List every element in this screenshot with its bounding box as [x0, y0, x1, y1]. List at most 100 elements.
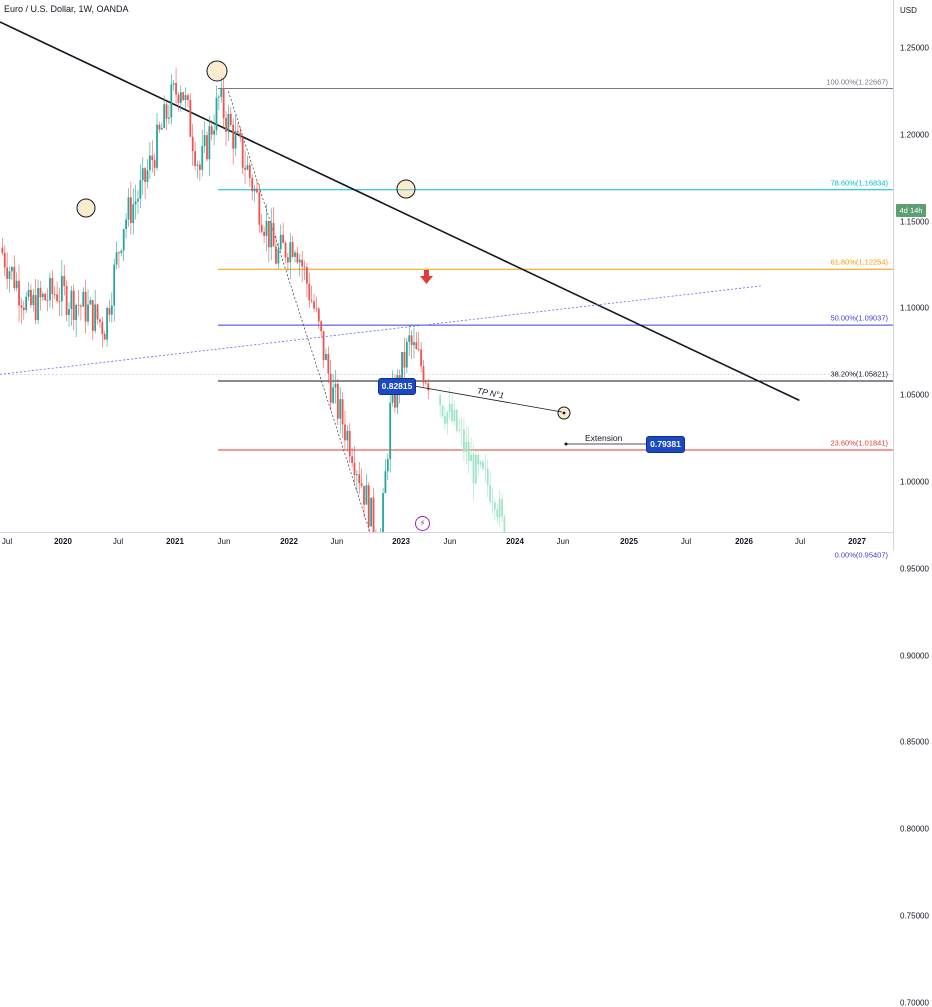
candle [110, 305, 113, 315]
candle [472, 454, 475, 484]
candle [125, 219, 127, 230]
candle [493, 502, 496, 510]
candle [44, 293, 47, 301]
candle [310, 300, 313, 302]
candle [172, 83, 175, 85]
time-tick: Jul [1, 537, 13, 546]
candle [410, 335, 413, 346]
candle [239, 132, 242, 138]
candle [270, 222, 273, 248]
candle [137, 198, 139, 202]
candle [444, 416, 446, 424]
candle [403, 351, 406, 368]
candle [260, 224, 263, 232]
candle [382, 493, 384, 532]
candle [213, 130, 216, 135]
time-tick: Jun [217, 537, 231, 546]
price-tick: 1.20000 [900, 130, 929, 140]
candle [348, 430, 351, 457]
price-tick: 1.10000 [900, 303, 929, 313]
candle [196, 164, 199, 166]
candle [351, 456, 354, 463]
candle [408, 335, 411, 342]
candle [18, 280, 20, 306]
candle [248, 165, 251, 179]
candle [325, 354, 327, 361]
candle [56, 294, 58, 302]
time-tick: Jul [794, 537, 806, 546]
time-tick: Jul [112, 537, 124, 546]
candles-layer [1, 67, 430, 532]
candle [501, 499, 503, 517]
tp-connector [413, 385, 563, 413]
time-tick: 2021 [166, 537, 184, 546]
extension-dot [564, 442, 568, 446]
candle [6, 267, 9, 279]
candle [484, 468, 487, 470]
candle [22, 307, 25, 311]
candle [127, 197, 130, 220]
candle [315, 308, 318, 310]
fib-level-label: 23.60%(1.01841) [830, 438, 888, 448]
candle [106, 308, 108, 340]
candle [72, 290, 75, 320]
candle [367, 485, 370, 527]
extension-price-box[interactable]: 0.79381 [646, 436, 685, 453]
candle [301, 259, 304, 267]
candle [427, 383, 430, 391]
price-tick: 1.15000 [900, 217, 929, 227]
candle [322, 331, 325, 361]
lightning-icon[interactable]: ⚡ [415, 516, 430, 531]
candle [298, 259, 301, 263]
extension-label: Extension [585, 433, 623, 443]
price-tick: 0.90000 [900, 651, 929, 661]
candle [482, 461, 484, 469]
price-tick: 1.00000 [900, 477, 929, 487]
time-scale-border [0, 532, 893, 533]
candle [455, 409, 458, 431]
candle [63, 276, 66, 286]
candle [10, 266, 13, 272]
candle [263, 231, 265, 236]
candle [91, 300, 94, 331]
down-arrow-head [420, 276, 433, 284]
candle [168, 117, 170, 119]
fib-level-label: 61.80%(1.12254) [830, 257, 888, 267]
price-unit-label: USD [900, 6, 917, 15]
price-tick: 1.05000 [900, 390, 929, 400]
tp-price-box[interactable]: 0.82815 [378, 378, 416, 395]
candle [175, 83, 177, 95]
candle [336, 383, 339, 419]
candle [355, 474, 358, 476]
candle [234, 130, 237, 149]
candle [1, 247, 4, 254]
candle [346, 430, 349, 441]
projection-layer [439, 387, 506, 532]
chart-canvas[interactable] [0, 0, 893, 532]
candle [306, 267, 308, 284]
overlay-layer [76, 60, 646, 446]
candle [177, 94, 180, 103]
candle [34, 295, 37, 321]
candle [320, 321, 323, 332]
candle [267, 220, 270, 248]
candle [303, 266, 306, 268]
candle [265, 220, 268, 236]
candle [77, 304, 80, 306]
candle [284, 242, 287, 258]
candle [451, 403, 453, 422]
candle [139, 180, 142, 199]
candle [479, 461, 482, 465]
time-tick: 2020 [54, 537, 72, 546]
down-arrow-icon [424, 270, 429, 276]
candle [201, 146, 204, 170]
candle [37, 287, 39, 321]
candle [120, 250, 123, 254]
candle [353, 462, 356, 475]
candle [422, 365, 425, 383]
candle [405, 341, 408, 368]
candle [308, 283, 311, 301]
candle [151, 155, 154, 161]
candle [458, 430, 461, 431]
candle [289, 242, 292, 263]
